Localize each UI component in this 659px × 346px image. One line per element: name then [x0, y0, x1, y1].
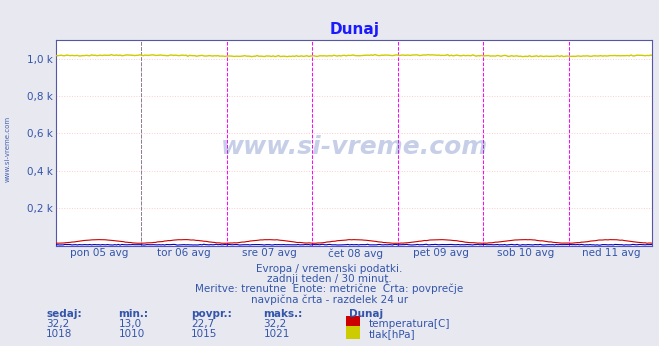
- Text: 32,2: 32,2: [264, 319, 287, 329]
- Text: min.:: min.:: [119, 309, 149, 319]
- Text: zadnji teden / 30 minut.: zadnji teden / 30 minut.: [267, 274, 392, 284]
- Text: navpična črta - razdelek 24 ur: navpična črta - razdelek 24 ur: [251, 294, 408, 305]
- Text: maks.:: maks.:: [264, 309, 303, 319]
- Text: 1018: 1018: [46, 329, 72, 339]
- Text: 1010: 1010: [119, 329, 145, 339]
- Text: 22,7: 22,7: [191, 319, 214, 329]
- Text: Evropa / vremenski podatki.: Evropa / vremenski podatki.: [256, 264, 403, 274]
- Text: temperatura[C]: temperatura[C]: [369, 319, 451, 329]
- Text: 1015: 1015: [191, 329, 217, 339]
- Text: 1021: 1021: [264, 329, 290, 339]
- Text: sedaj:: sedaj:: [46, 309, 82, 319]
- Text: Meritve: trenutne  Enote: metrične  Črta: povprečje: Meritve: trenutne Enote: metrične Črta: …: [195, 282, 464, 294]
- Text: 13,0: 13,0: [119, 319, 142, 329]
- Text: Dunaj: Dunaj: [349, 309, 384, 319]
- Text: povpr.:: povpr.:: [191, 309, 232, 319]
- Text: tlak[hPa]: tlak[hPa]: [369, 329, 416, 339]
- Text: www.si-vreme.com: www.si-vreme.com: [221, 135, 488, 159]
- Title: Dunaj: Dunaj: [330, 22, 379, 37]
- Text: 32,2: 32,2: [46, 319, 69, 329]
- Text: www.si-vreme.com: www.si-vreme.com: [5, 116, 11, 182]
